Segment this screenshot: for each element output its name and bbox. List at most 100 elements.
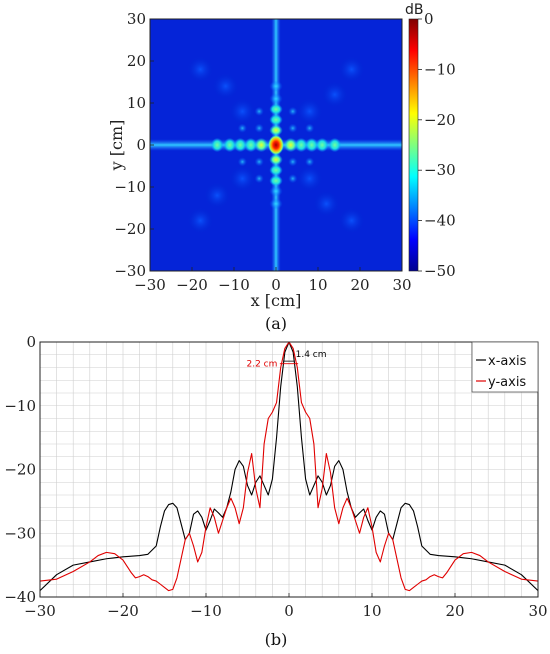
line-y-tick-label: −40	[4, 588, 36, 606]
heatmap-y-ticks: 30 20 10 0 −10 −20 −30	[114, 10, 154, 280]
diagonal-lobe	[254, 123, 264, 133]
diagonal-lobe	[288, 106, 298, 117]
x-side-lobe	[328, 137, 342, 153]
series-line-y-axis	[40, 342, 538, 592]
heatmap-y-tick-label: −10	[114, 178, 146, 196]
diagonal-lobe	[288, 173, 298, 184]
diagonal-lobe	[237, 123, 248, 133]
haze-blob	[203, 181, 231, 209]
y-side-lobe	[269, 185, 283, 197]
diagonal-lobe	[304, 157, 315, 167]
diagonal-lobe	[254, 173, 264, 184]
diagonal-lobe	[237, 157, 248, 167]
line-y-tick-label: −20	[4, 461, 36, 479]
colorbar-tick-label: −20	[424, 111, 456, 129]
line-y-tick-label: −10	[4, 397, 36, 415]
y-side-lobe	[269, 103, 283, 115]
heatmap-y-tick-label: 10	[127, 94, 146, 112]
line-x-tick-label: −20	[107, 602, 139, 620]
y-side-lobe	[269, 124, 283, 136]
x-side-lobe	[223, 137, 237, 153]
colorbar-tick-label: 0	[424, 10, 434, 28]
haze-blob	[296, 97, 324, 125]
haze-blob	[212, 72, 240, 100]
line-y-tick-label: −30	[4, 524, 36, 542]
caption-a: (a)	[265, 314, 287, 333]
haze-blob	[186, 207, 214, 235]
colorbar-ticks: 0 −10 −20 −30 −40 −50	[418, 10, 456, 280]
heatmap-xlabel: x [cm]	[251, 291, 302, 310]
heatmap-x-tick-label: −10	[218, 276, 250, 294]
diagonal-lobe	[288, 123, 298, 133]
line-x-tick-label: 0	[284, 602, 294, 620]
y-side-lobe	[269, 164, 283, 176]
colorbar	[408, 18, 419, 272]
colorbar-tick-label: −30	[424, 161, 456, 179]
line-grid	[40, 342, 538, 597]
diagonal-lobe	[254, 157, 264, 167]
y-side-lobe	[269, 114, 283, 126]
line-y-tick-label: 0	[26, 336, 36, 351]
x-side-lobe	[254, 137, 269, 153]
heatmap-y-tick-label: 30	[127, 10, 146, 28]
heatmap-y-tick-label: 20	[127, 52, 146, 70]
y-side-lobe	[269, 198, 283, 210]
x-side-lobe	[315, 137, 329, 153]
x-side-lobe	[234, 137, 247, 153]
heatmap-x-tick-label: −30	[134, 276, 166, 294]
legend-label-x-axis: x-axis	[488, 354, 527, 369]
heatmap-x-tick-label: −20	[176, 276, 208, 294]
x-side-lobe	[294, 137, 308, 153]
line-x-tick-label: −10	[190, 602, 222, 620]
caption-b: (b)	[265, 630, 288, 649]
y-side-lobe	[269, 175, 283, 187]
legend: x-axis y-axis	[471, 341, 539, 393]
heatmap-x-tick-label: 20	[350, 276, 369, 294]
line-x-tick-label: 10	[362, 602, 381, 620]
heatmap-x-ticks: −30 −20 −10 0 10 20 30	[134, 267, 412, 294]
colorbar-tick-label: −50	[424, 262, 456, 280]
colorbar-tick-label: −10	[424, 60, 456, 78]
heatmap-figure: −30 −20 −10 0 10 20 30 30 20 10 0 −10 −20 −30 x [cm]…	[107, 2, 456, 333]
x-side-lobe	[283, 137, 298, 153]
width-annotations: 1.4 cm 2.2 cm	[246, 350, 326, 370]
x-side-lobe	[305, 137, 319, 153]
annotation-text-y: 2.2 cm	[246, 360, 277, 370]
y-side-lobe	[269, 93, 283, 105]
diagonal-lobe	[288, 157, 298, 167]
line-series-group	[40, 342, 538, 592]
haze-blob	[312, 190, 340, 218]
heatmap-y-tick-label: −20	[114, 220, 146, 238]
colorbar-unit: dB	[405, 2, 424, 18]
legend-label-y-axis: y-axis	[488, 375, 526, 390]
heatmap-x-tick-label: 30	[392, 276, 411, 294]
line-x-tick-label: 20	[445, 602, 464, 620]
haze-blob	[338, 207, 366, 235]
x-side-lobe	[210, 137, 224, 153]
x-side-lobe	[244, 137, 258, 153]
y-side-lobe	[269, 154, 283, 166]
heatmap-x-tick-label: 10	[308, 276, 327, 294]
heatmap-x-tick-label: 0	[271, 276, 281, 294]
line-chart-figure: 1.4 cm2.2 cm −30 −20 −10 0 10 20 30 0−10−20−30…	[4, 336, 548, 649]
heatmap-ylabel: y [cm]	[107, 120, 126, 172]
line-x-tick-label: −30	[24, 602, 56, 620]
y-side-lobe	[269, 80, 283, 92]
line-x-ticks: −30 −20 −10 0 10 20 30	[24, 593, 548, 620]
haze-blob	[321, 81, 349, 109]
main-peak	[268, 134, 284, 156]
colorbar-tick-label: −40	[424, 212, 456, 230]
annotation-text-x: 1.4 cm	[296, 350, 327, 360]
heatmap-y-tick-label: 0	[136, 136, 146, 154]
haze-blob	[186, 55, 214, 83]
diagonal-lobe	[304, 123, 315, 133]
heatmap-y-tick-label: −30	[114, 262, 146, 280]
haze-blob	[296, 165, 324, 193]
line-y-ticks: 0 −10 −20 −30 −40	[4, 336, 36, 606]
line-x-tick-label: 30	[528, 602, 547, 620]
haze-blob	[228, 165, 256, 193]
series-line-x-axis	[40, 342, 538, 592]
diagonal-lobe	[254, 106, 264, 117]
heatmap-image	[150, 19, 402, 271]
haze-blob	[228, 97, 256, 125]
